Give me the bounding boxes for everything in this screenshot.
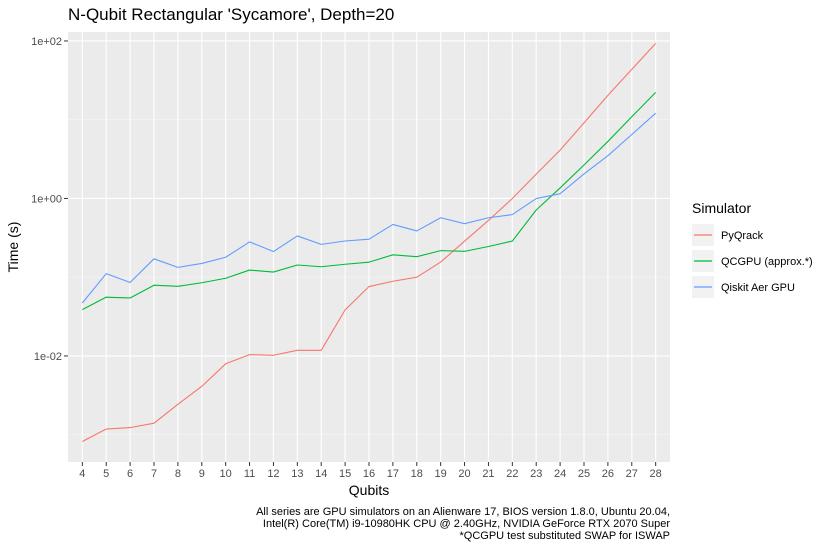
x-axis-ticks: 4 5 6 7 8 9 10 11 12 13 14 15 16 17 18 19 20 21 22 23 24 25 26… xyxy=(79,462,662,480)
y-tick-label: 1e+02 xyxy=(31,36,62,48)
x-tick-label: 25 xyxy=(578,468,590,480)
x-tick-label: 10 xyxy=(220,468,232,480)
legend-items: PyQrack QCGPU (approx.*) Qiskit Aer GPU xyxy=(692,224,813,298)
caption-line-3: *QCGPU test substituted SWAP for ISWAP xyxy=(460,530,671,542)
y-tick-label: 1e+00 xyxy=(31,193,62,205)
x-tick-label: 22 xyxy=(506,468,518,480)
x-tick-label: 4 xyxy=(79,468,85,480)
x-tick-label: 16 xyxy=(363,468,375,480)
series-line-3 xyxy=(81,112,657,304)
x-tick-label: 12 xyxy=(267,468,279,480)
x-tick-label: 21 xyxy=(482,468,494,480)
legend-label: QCGPU (approx.*) xyxy=(721,256,813,268)
chart-title: N-Qubit Rectangular 'Sycamore', Depth=20 xyxy=(68,5,394,24)
legend-title: Simulator xyxy=(692,200,751,216)
x-tick-label: 14 xyxy=(315,468,327,480)
caption: All series are GPU simulators on an Alie… xyxy=(256,506,670,542)
series-line-2 xyxy=(82,91,657,311)
x-tick-label: 23 xyxy=(530,468,542,480)
legend: Simulator PyQrack QCGPU (approx.*) Qiskit … xyxy=(692,200,813,298)
x-tick-label: 28 xyxy=(650,468,662,480)
x-tick-label: 27 xyxy=(626,468,638,480)
x-tick-label: 8 xyxy=(175,468,181,480)
y-axis-label: Time (s) xyxy=(5,222,21,273)
series-lines xyxy=(81,42,657,442)
legend-label: Qiskit Aer GPU xyxy=(721,282,795,294)
x-tick-label: 17 xyxy=(387,468,399,480)
x-axis-label: Qubits xyxy=(349,482,389,498)
grid-lines xyxy=(68,32,670,462)
x-tick-label: 20 xyxy=(458,468,470,480)
caption-line-1: All series are GPU simulators on an Alie… xyxy=(256,506,670,518)
x-tick-label: 6 xyxy=(127,468,133,480)
x-tick-label: 13 xyxy=(291,468,303,480)
series-line-1 xyxy=(82,42,657,442)
x-tick-label: 24 xyxy=(554,468,566,480)
x-tick-label: 15 xyxy=(339,468,351,480)
x-tick-label: 9 xyxy=(199,468,205,480)
caption-line-2: Intel(R) Core(TM) i9-10980HK CPU @ 2.40G… xyxy=(263,518,670,530)
x-tick-label: 11 xyxy=(244,468,255,480)
y-tick-label: 1e-02 xyxy=(34,351,62,363)
legend-label: PyQrack xyxy=(721,230,764,242)
y-axis-ticks: 1e-02 1e+00 1e+02 xyxy=(31,36,68,363)
x-tick-label: 5 xyxy=(103,468,109,480)
x-tick-label: 7 xyxy=(151,468,157,480)
x-tick-label: 18 xyxy=(411,468,423,480)
x-tick-label: 19 xyxy=(435,468,447,480)
x-tick-label: 26 xyxy=(602,468,614,480)
